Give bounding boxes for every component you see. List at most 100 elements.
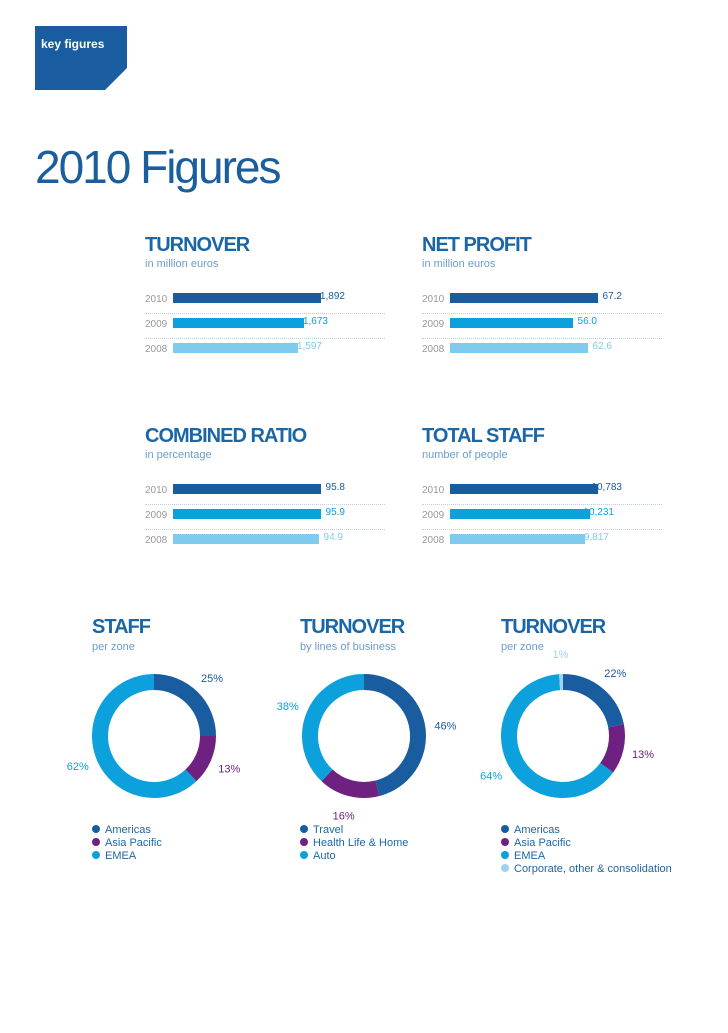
chart-subtitle: in million euros	[422, 258, 496, 270]
bar	[450, 509, 590, 519]
bar-row: 2010 67.2	[422, 290, 672, 315]
legend-label: Americas	[514, 824, 560, 836]
chart-title: TURNOVER	[300, 616, 405, 638]
bar	[450, 534, 585, 544]
legend: Americas Asia Pacific EMEA Corporate, other…	[501, 824, 672, 876]
year-label: 2008	[422, 535, 445, 546]
bar-row: 2008 9,817	[422, 531, 672, 556]
value-label: 62.6	[592, 341, 612, 352]
chart-title: NET PROFIT	[422, 234, 532, 256]
total-staff-chart: TOTAL STAFF number of people 2010 10,783 200…	[422, 425, 672, 565]
year-label: 2010	[422, 294, 445, 305]
legend-item: Americas	[501, 824, 672, 837]
turnover-business-chart: TURNOVER by lines of business 46% 16% 38% Tra…	[277, 616, 510, 886]
value-label: 56.0	[577, 316, 597, 327]
slice-label: 64%	[480, 771, 502, 783]
value-label: 95.8	[325, 482, 345, 493]
legend-item: Asia Pacific	[501, 837, 672, 850]
chart-subtitle: in percentage	[145, 449, 212, 461]
legend-label: Americas	[105, 824, 151, 836]
bar	[173, 509, 321, 519]
year-label: 2008	[145, 344, 168, 355]
value-label: 94.9	[323, 532, 343, 543]
value-label: 9,817	[583, 532, 609, 543]
legend-label: EMEA	[105, 850, 137, 862]
bar	[173, 534, 319, 544]
chart-title: COMBINED RATIO	[145, 425, 307, 447]
legend-item: Travel	[300, 824, 408, 837]
donut-slice	[321, 769, 380, 798]
value-label: 1,673	[302, 316, 328, 327]
donut-slice	[92, 674, 197, 798]
year-label: 2010	[145, 485, 168, 496]
legend-swatch	[300, 851, 308, 859]
legend-item: Americas	[92, 824, 162, 837]
chart-title: STAFF	[92, 616, 151, 638]
donut-slice	[600, 724, 625, 773]
legend-swatch	[92, 825, 100, 833]
legend: Americas Asia Pacific EMEA	[92, 824, 162, 863]
slice-label: 1%	[552, 649, 568, 661]
bar-row: 2009 95.9	[145, 506, 395, 531]
page-title: 2010 Figures	[35, 141, 281, 193]
legend-swatch	[92, 838, 100, 846]
chart-title: TOTAL STAFF	[422, 425, 545, 447]
legend-swatch	[300, 838, 308, 846]
chart-subtitle: in million euros	[145, 258, 219, 270]
chart-title: TURNOVER	[501, 616, 606, 638]
donut-slice	[302, 674, 365, 782]
row-divider	[145, 529, 385, 530]
donut-slice	[363, 674, 426, 797]
value-label: 10,783	[591, 482, 622, 493]
slice-label: 62%	[67, 761, 89, 773]
row-divider	[145, 313, 385, 314]
bar	[450, 318, 573, 328]
bar	[173, 293, 321, 303]
bar	[450, 343, 588, 353]
year-label: 2010	[422, 485, 445, 496]
legend-label: Asia Pacific	[514, 837, 571, 849]
legend-swatch	[92, 851, 100, 859]
bar	[173, 318, 304, 328]
slice-label: 16%	[333, 810, 355, 822]
legend-label: EMEA	[514, 850, 546, 862]
row-divider	[422, 529, 662, 530]
legend-swatch	[300, 825, 308, 833]
slice-label: 13%	[632, 749, 654, 761]
bar-row: 2009 56.0	[422, 315, 672, 340]
row-divider	[422, 313, 662, 314]
value-label: 95.9	[325, 507, 345, 518]
section-tag-shape	[35, 26, 127, 90]
turnover-zone-chart: TURNOVER per zone 22% 13% 64% 1% Americas Asia …	[480, 616, 711, 886]
legend-swatch	[501, 864, 509, 872]
slice-label: 13%	[218, 764, 240, 776]
year-label: 2010	[145, 294, 168, 305]
turnover-chart: TURNOVER in million euros 2010 1,892 2009 1,6…	[145, 234, 395, 374]
legend-item: Corporate, other & consolidation	[501, 863, 672, 876]
year-label: 2008	[145, 535, 168, 546]
donut-chart: 46% 16% 38%	[277, 674, 457, 822]
donut-slice	[562, 674, 624, 728]
legend-swatch	[501, 838, 509, 846]
row-divider	[422, 504, 662, 505]
chart-subtitle: per zone	[501, 641, 544, 653]
legend-label: Auto	[313, 850, 336, 862]
bar-rows: 2010 10,783 2009 10,231 2008 9,817	[422, 481, 672, 556]
value-label: 1,597	[296, 341, 322, 352]
year-label: 2009	[422, 319, 445, 330]
bar-row: 2009 10,231	[422, 506, 672, 531]
donut-chart: 25% 13% 62%	[67, 673, 240, 798]
section-tag: key figures	[35, 26, 127, 90]
staff-zone-chart: STAFF per zone 25% 13% 62% Americas Asia Pacif…	[67, 616, 302, 886]
bar-rows: 2010 95.8 2009 95.9 2008 94.9	[145, 481, 395, 556]
legend-label: Asia Pacific	[105, 837, 162, 849]
net-profit-chart: NET PROFIT in million euros 2010 67.2 2009 56…	[422, 234, 672, 374]
row-divider	[145, 504, 385, 505]
donut-chart: 22% 13% 64% 1%	[480, 649, 654, 798]
bar-row: 2009 1,673	[145, 315, 395, 340]
row-divider	[145, 338, 385, 339]
slice-label: 22%	[604, 668, 626, 680]
bar-row: 2008 94.9	[145, 531, 395, 556]
legend-label: Corporate, other & consolidation	[514, 863, 672, 875]
bar	[173, 484, 321, 494]
